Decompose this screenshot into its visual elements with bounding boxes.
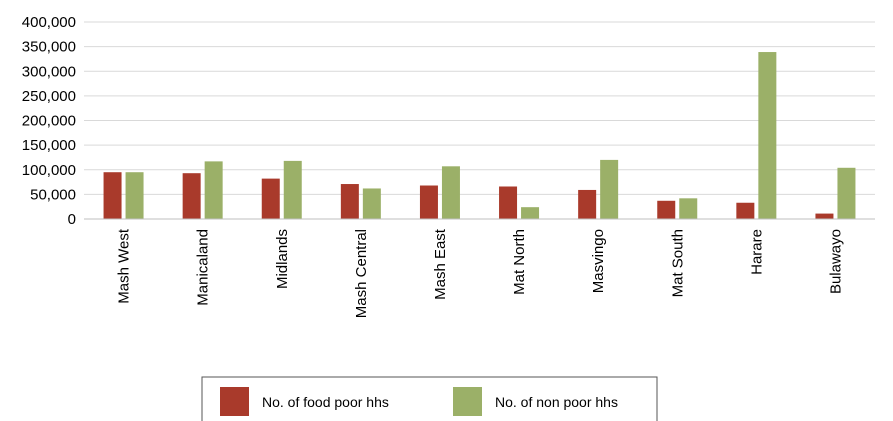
x-category-label: Mat North <box>511 229 528 295</box>
y-tick-label: 250,000 <box>22 88 76 105</box>
bar-food-poor <box>182 173 201 219</box>
bar-food-poor <box>499 186 518 219</box>
bar-food-poor <box>736 202 755 219</box>
bar-non-poor <box>441 166 460 219</box>
legend-label-food-poor: No. of food poor hhs <box>262 394 389 410</box>
x-category-label: Mat South <box>669 229 686 297</box>
x-axis: Mash West Manicaland Midlands Mash Central M… <box>84 218 875 318</box>
bar-non-poor <box>521 207 540 219</box>
bar-non-poor <box>758 52 777 220</box>
bar-food-poor <box>340 184 359 219</box>
y-tick-label: 350,000 <box>22 39 76 56</box>
x-category-label: Bulawayo <box>827 229 844 294</box>
y-tick-label: 100,000 <box>22 162 76 179</box>
bar-non-poor <box>837 167 856 219</box>
x-category-label: Midlands <box>274 229 291 289</box>
x-category-label: Masvingo <box>590 229 607 293</box>
x-category-label: Manicaland <box>195 229 212 306</box>
y-tick-label: 0 <box>68 211 76 228</box>
x-category-label: Harare <box>748 229 765 275</box>
x-category-label: Mash Central <box>353 229 370 318</box>
x-category-label: Mash West <box>116 228 133 304</box>
bar-non-poor <box>204 161 223 219</box>
y-tick-label: 50,000 <box>30 186 76 203</box>
bar-food-poor <box>578 189 597 219</box>
legend: No. of food poor hhs No. of non poor hhs <box>201 376 658 421</box>
y-tick-label: 400,000 <box>22 14 76 31</box>
bar-food-poor <box>419 185 438 219</box>
bar-food-poor <box>657 200 676 219</box>
bars <box>103 52 856 220</box>
bar-non-poor <box>600 159 619 219</box>
x-category-label: Mash East <box>432 228 449 300</box>
y-tick-label: 150,000 <box>22 137 76 154</box>
bar-food-poor <box>261 178 280 219</box>
bar-food-poor <box>103 172 122 219</box>
y-tick-label: 300,000 <box>22 63 76 80</box>
legend-label-non-poor: No. of non poor hhs <box>495 394 618 410</box>
gridlines <box>84 21 875 195</box>
legend-swatch-food-poor <box>220 387 249 416</box>
bar-non-poor <box>125 172 144 219</box>
y-tick-label: 200,000 <box>22 113 76 130</box>
bar-non-poor <box>679 198 698 219</box>
legend-swatch-non-poor <box>453 387 482 416</box>
bar-non-poor <box>283 160 302 219</box>
bar-food-poor <box>815 213 834 219</box>
legend-box <box>201 376 658 421</box>
y-axis: 0 50,000 100,000 150,000 200,000 250,000 300,0… <box>22 14 76 228</box>
bar-non-poor <box>362 188 381 219</box>
